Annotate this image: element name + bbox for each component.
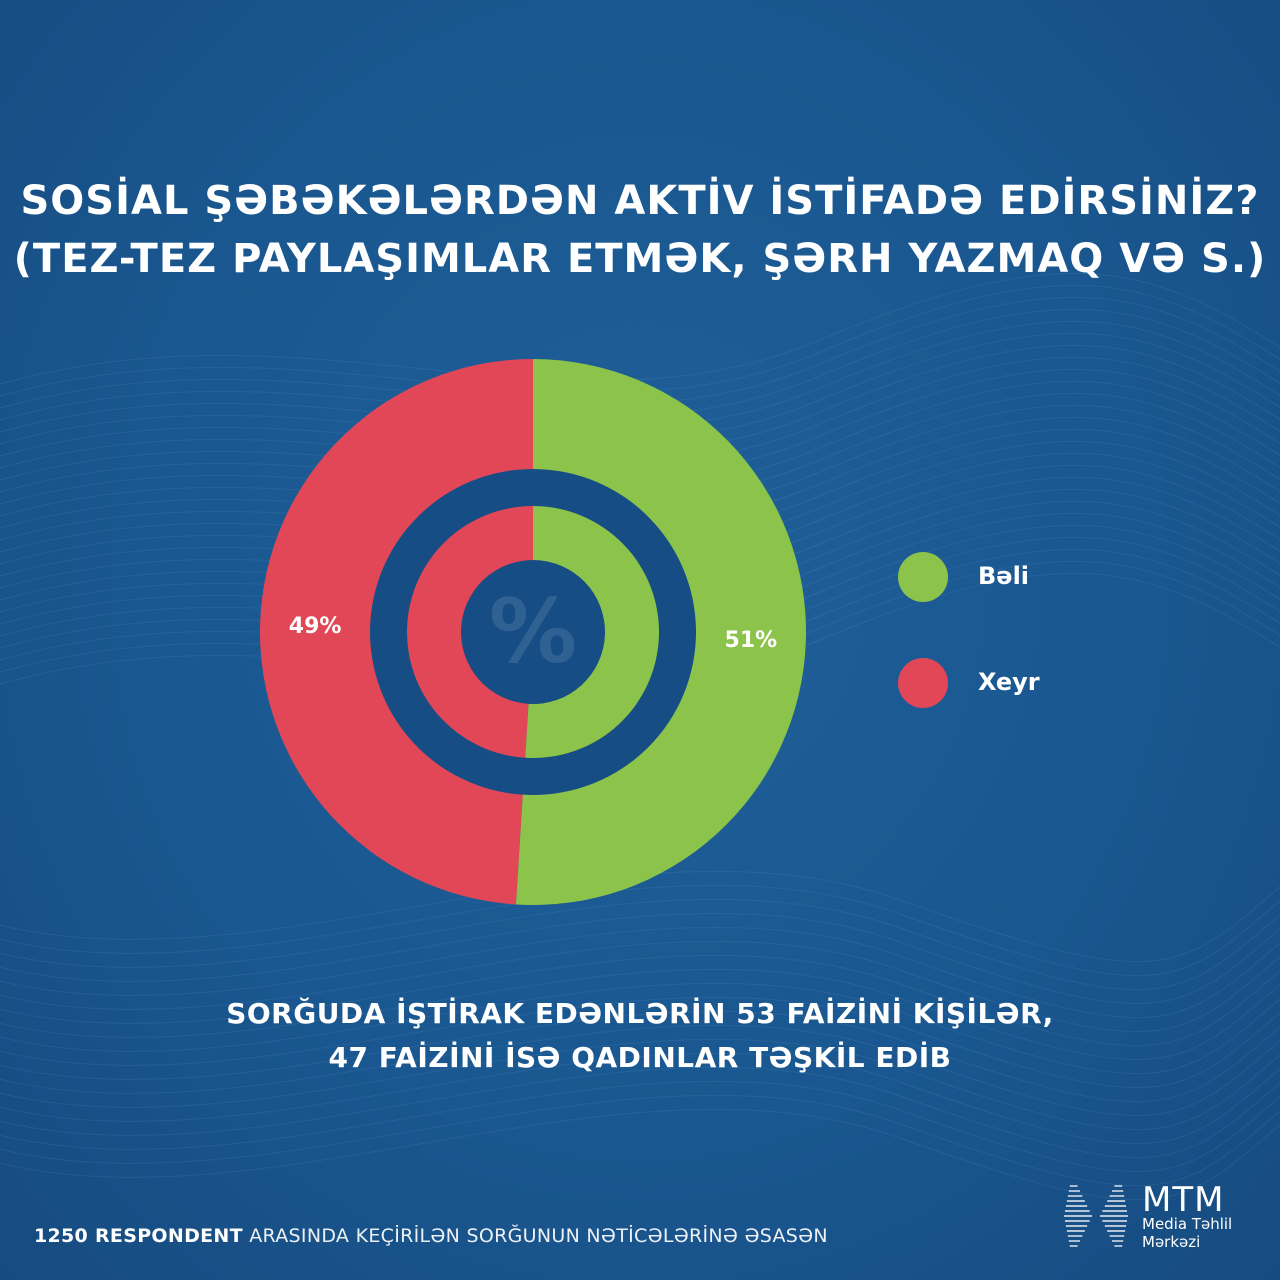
legend-swatch-xeyr — [898, 658, 948, 708]
chart-title-line-1: SOSİAL ŞƏBƏKƏLƏRDƏN AKTİV İSTİFADƏ EDİRS… — [20, 178, 1260, 224]
background-wave-line — [0, 284, 1280, 397]
background-wave-line — [0, 996, 1280, 1089]
background-wave-line — [0, 968, 1280, 1061]
background-wave-line — [0, 320, 1280, 433]
background-wave-line — [0, 1052, 1280, 1145]
background-wave-line — [0, 1038, 1280, 1131]
background-wave-line — [0, 870, 1280, 963]
background-wave-line — [0, 1094, 1280, 1187]
legend-swatch-beli — [898, 552, 948, 602]
logo-subtitle-line-2: Mərkəzi — [1142, 1233, 1201, 1251]
background-wave-line — [0, 332, 1280, 445]
background-wave-line — [0, 982, 1280, 1075]
value-label-xeyr: 49% — [289, 614, 342, 639]
background-wave-line — [0, 380, 1280, 493]
center-percent-symbol: % — [489, 580, 577, 683]
chart-title: SOSİAL ŞƏBƏKƏLƏRDƏN AKTİV İSTİFADƏ EDİRS… — [0, 172, 1280, 288]
background-wave-line — [0, 344, 1280, 457]
background-wave-line — [0, 368, 1280, 481]
mtm-logo: MTM Media Təhlil Mərkəzi — [1062, 1182, 1262, 1252]
background-wave-line — [0, 926, 1280, 1019]
footer-note: 1250 RESPONDENT ARASINDA KEÇİRİLƏN SORĞU… — [34, 1225, 828, 1247]
background-wave-line — [0, 1024, 1280, 1117]
outer-slice-xeyr — [260, 359, 533, 905]
inner-slice-xeyr — [407, 506, 533, 758]
background-wave-line — [0, 1080, 1280, 1173]
inner-slice-beli — [525, 506, 660, 759]
background-wave-line — [0, 1010, 1280, 1103]
background-wave-line — [0, 898, 1280, 991]
background-wave-line — [0, 1108, 1280, 1201]
background-wave-line — [0, 272, 1280, 385]
background-wave-line — [0, 954, 1280, 1047]
legend-label-xeyr: Xeyr — [978, 668, 1040, 696]
outer-slice-beli — [515, 359, 807, 905]
value-label-beli: 51% — [725, 628, 778, 653]
logo-subtitle-line-1: Media Təhlil — [1142, 1215, 1233, 1233]
background-wave-line — [0, 296, 1280, 409]
chart-title-line-2: (TEZ-TEZ PAYLAŞIMLAR ETMƏK, ŞƏRH YAZMAQ … — [13, 236, 1267, 282]
mtm-logo-icon — [1064, 1185, 1128, 1247]
summary-line-2: 47 FAİZİNİ İSƏ QADINLAR TƏŞKİL EDİB — [328, 1041, 952, 1074]
background-wave-line — [0, 308, 1280, 421]
footer-note-text: ARASINDA KEÇİRİLƏN SORĞUNUN NƏTİCƏLƏRİNƏ… — [249, 1225, 828, 1247]
background-wave-line — [0, 1066, 1280, 1159]
legend-label-beli: Bəli — [978, 562, 1030, 590]
footer-respondent-count: 1250 RESPONDENT — [34, 1225, 243, 1247]
background-wave-line — [0, 940, 1280, 1033]
summary-line-1: SORĞUDA İŞTİRAK EDƏNLƏRİN 53 FAİZİNİ KİŞ… — [226, 997, 1054, 1030]
background-wave-line — [0, 912, 1280, 1005]
background-wave-line — [0, 356, 1280, 469]
survey-summary: SORĞUDA İŞTİRAK EDƏNLƏRİN 53 FAİZİNİ KİŞ… — [0, 992, 1280, 1080]
background-wave-line — [0, 884, 1280, 977]
logo-name: MTM — [1142, 1180, 1225, 1220]
